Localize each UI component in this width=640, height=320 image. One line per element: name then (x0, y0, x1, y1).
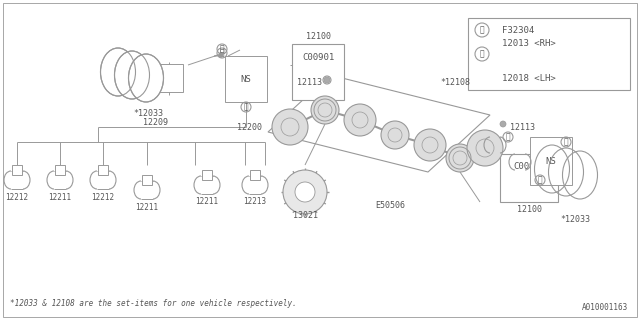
Text: 12018 <LH>: 12018 <LH> (502, 74, 556, 83)
Text: ①: ① (480, 26, 484, 35)
Text: 13021: 13021 (292, 211, 317, 220)
Text: 12212: 12212 (92, 193, 115, 202)
Text: NS: NS (241, 75, 252, 84)
Circle shape (381, 121, 409, 149)
Text: 12211: 12211 (195, 197, 219, 206)
FancyBboxPatch shape (250, 170, 260, 180)
FancyBboxPatch shape (500, 154, 558, 202)
Ellipse shape (129, 54, 163, 102)
Circle shape (344, 104, 376, 136)
Text: 12013 <RH>: 12013 <RH> (502, 39, 556, 48)
Text: 12113: 12113 (510, 123, 535, 132)
Text: *12033 & 12108 are the set-items for one vehicle respectively.: *12033 & 12108 are the set-items for one… (10, 299, 297, 308)
Text: 12200: 12200 (237, 123, 262, 132)
Circle shape (283, 170, 327, 214)
Text: 12213: 12213 (243, 197, 267, 206)
Circle shape (500, 121, 506, 127)
Ellipse shape (100, 48, 136, 96)
Text: 12100: 12100 (516, 205, 541, 214)
Ellipse shape (115, 51, 150, 99)
Text: ①: ① (220, 49, 224, 58)
FancyBboxPatch shape (155, 64, 183, 92)
Circle shape (467, 130, 503, 166)
Text: *12108: *12108 (440, 77, 470, 86)
Text: E50506: E50506 (375, 201, 405, 210)
Text: 12100: 12100 (305, 31, 330, 41)
FancyBboxPatch shape (12, 165, 22, 175)
Ellipse shape (548, 148, 584, 196)
Circle shape (414, 129, 446, 161)
Text: 12113: 12113 (297, 77, 322, 86)
Text: *12033: *12033 (133, 108, 163, 117)
Circle shape (324, 77, 330, 83)
Text: 12211: 12211 (136, 203, 159, 212)
Text: F32304: F32304 (502, 26, 534, 35)
Text: ①: ① (220, 44, 224, 53)
FancyBboxPatch shape (468, 18, 630, 90)
FancyBboxPatch shape (202, 170, 212, 180)
Ellipse shape (563, 151, 598, 199)
Text: ①: ① (506, 132, 510, 141)
Text: *12033: *12033 (560, 215, 590, 225)
Circle shape (311, 96, 339, 124)
Circle shape (446, 144, 474, 172)
Text: 12209: 12209 (143, 117, 168, 126)
FancyBboxPatch shape (292, 44, 344, 100)
Text: ②: ② (244, 102, 248, 111)
FancyBboxPatch shape (225, 56, 267, 102)
Text: ①: ① (564, 138, 568, 147)
Text: C00901: C00901 (513, 162, 545, 171)
FancyBboxPatch shape (142, 175, 152, 185)
Circle shape (295, 182, 315, 202)
Text: 12211: 12211 (49, 193, 72, 202)
FancyBboxPatch shape (98, 165, 108, 175)
Circle shape (219, 53, 223, 57)
Text: ②: ② (480, 50, 484, 59)
Text: A010001163: A010001163 (582, 303, 628, 312)
Circle shape (272, 109, 308, 145)
Ellipse shape (534, 145, 570, 193)
FancyBboxPatch shape (530, 137, 572, 185)
Text: C00901: C00901 (302, 52, 334, 61)
Text: ②: ② (538, 175, 542, 185)
Text: 12212: 12212 (5, 193, 29, 202)
FancyBboxPatch shape (55, 165, 65, 175)
Text: NS: NS (546, 156, 556, 165)
